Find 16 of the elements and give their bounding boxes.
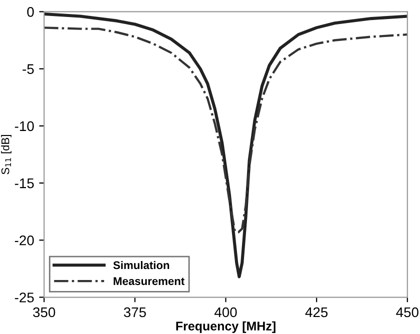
x-tick-label: 450 [396,307,418,318]
x-axis-title: Frequency [MHz] [176,321,276,333]
y-tick-label: 0 [27,7,34,17]
y-tick-label: -10 [14,121,34,132]
x-tick-label: 350 [33,307,56,318]
line-series [44,26,408,234]
legend-label: Measurement [114,277,184,286]
x-tick-label: 400 [214,307,237,318]
y-tick-label: -15 [14,178,34,188]
x-tick-label: 425 [305,307,328,318]
x-tick-label: 375 [124,307,146,318]
legend-label: Simulation [113,260,170,270]
y-tick-label: -20 [14,235,34,246]
y-tick-label: -25 [14,292,34,302]
y-tick-label: -5 [22,64,34,74]
y-axis-title: S$_{11}$ [dB] [1,135,12,174]
